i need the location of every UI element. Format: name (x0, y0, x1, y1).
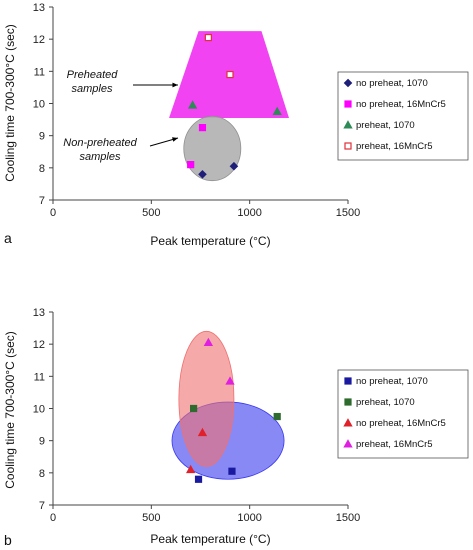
annotation-text: samples (80, 151, 121, 163)
y-tick-label: 10 (33, 99, 45, 111)
legend-entry: no preheat, 16MnCr5 (356, 418, 446, 429)
data-point (197, 427, 208, 437)
y-tick-label: 13 (33, 2, 45, 14)
legend-marker (343, 78, 353, 88)
x-axis-title: Peak temperature (°C) (150, 234, 270, 248)
y-tick-label: 7 (39, 195, 45, 207)
y-axis-title: Cooling time 700-300°C (sec) (3, 331, 17, 489)
y-tick-label: 13 (33, 307, 45, 319)
y-tick-label: 12 (33, 339, 45, 351)
legend-entry: no preheat, 1070 (356, 376, 428, 387)
data-point (187, 161, 195, 169)
annotation-text: samples (72, 83, 113, 95)
legend-marker (343, 120, 353, 129)
x-tick-label: 500 (142, 512, 160, 524)
region-ellipse-1 (178, 330, 235, 467)
x-tick-label: 500 (142, 207, 160, 219)
legend-marker (344, 398, 352, 406)
data-point (190, 404, 198, 413)
x-axis-title: Peak temperature (°C) (150, 532, 270, 546)
data-point (198, 124, 207, 132)
legend: no preheat, 1070 no preheat, 16MnCr5 prehe… (337, 71, 469, 161)
y-tick-label: 9 (39, 131, 45, 143)
legend-marker (343, 418, 353, 427)
y-tick-label: 12 (33, 34, 45, 46)
x-tick-label: 0 (50, 207, 56, 219)
data-point (229, 161, 239, 171)
legend-marker (344, 142, 352, 150)
data-point (273, 412, 281, 421)
data-point (272, 106, 282, 116)
legend-box (337, 71, 469, 161)
y-tick-label: 11 (34, 371, 45, 383)
y-tick-label: 11 (34, 66, 45, 78)
data-point (187, 100, 198, 109)
x-tick-label: 1000 (237, 207, 261, 219)
y-tick-label: 7 (39, 500, 45, 512)
x-tick-label: 1500 (336, 512, 360, 524)
annotation-text: Non-preheated (63, 137, 137, 149)
data-point (194, 475, 203, 483)
y-axis-title: Cooling time 700-300°C (sec) (3, 24, 17, 182)
data-point (228, 467, 236, 475)
legend-entry: preheat, 1070 (356, 120, 415, 131)
legend-marker (344, 377, 352, 385)
legend-marker (344, 100, 352, 108)
legend-entry: preheat, 1070 (356, 397, 415, 408)
legend-entry: preheat, 16MnCr5 (356, 439, 433, 450)
x-tick-label: 1500 (336, 207, 360, 219)
arrow-head (172, 82, 178, 88)
y-tick-label: 8 (39, 468, 45, 480)
annotation-text: Preheated (67, 69, 119, 81)
panel-label: b (4, 532, 12, 548)
chart-panel-a: 0 500 1000 1500 7 8 9 10 11 12 13 Peak temperature … (3, 2, 469, 248)
data-point (226, 70, 234, 79)
legend-marker (343, 439, 353, 448)
chart-panel-b: 0 500 1000 1500 7 8 9 10 11 12 13 Peak temperature … (3, 307, 469, 548)
x-tick-label: 1000 (237, 512, 261, 524)
arrow-head (172, 137, 178, 142)
data-point (204, 33, 212, 42)
data-point (225, 376, 235, 385)
non-preheated-region (183, 115, 242, 182)
x-tick-label: 0 (50, 512, 56, 524)
legend-box (337, 369, 469, 459)
data-point (186, 464, 196, 474)
legend: no preheat, 1070 preheat, 1070 no preheat,… (337, 369, 469, 459)
data-point (198, 169, 207, 179)
legend-entry: no preheat, 16MnCr5 (356, 99, 446, 110)
panel-label: a (4, 230, 12, 246)
data-point (203, 337, 214, 347)
y-tick-label: 9 (39, 436, 45, 448)
legend-entry: preheat, 16MnCr5 (356, 141, 433, 152)
legend-entry: no preheat, 1070 (356, 78, 428, 89)
y-tick-label: 8 (39, 163, 45, 175)
y-tick-label: 10 (33, 404, 45, 416)
